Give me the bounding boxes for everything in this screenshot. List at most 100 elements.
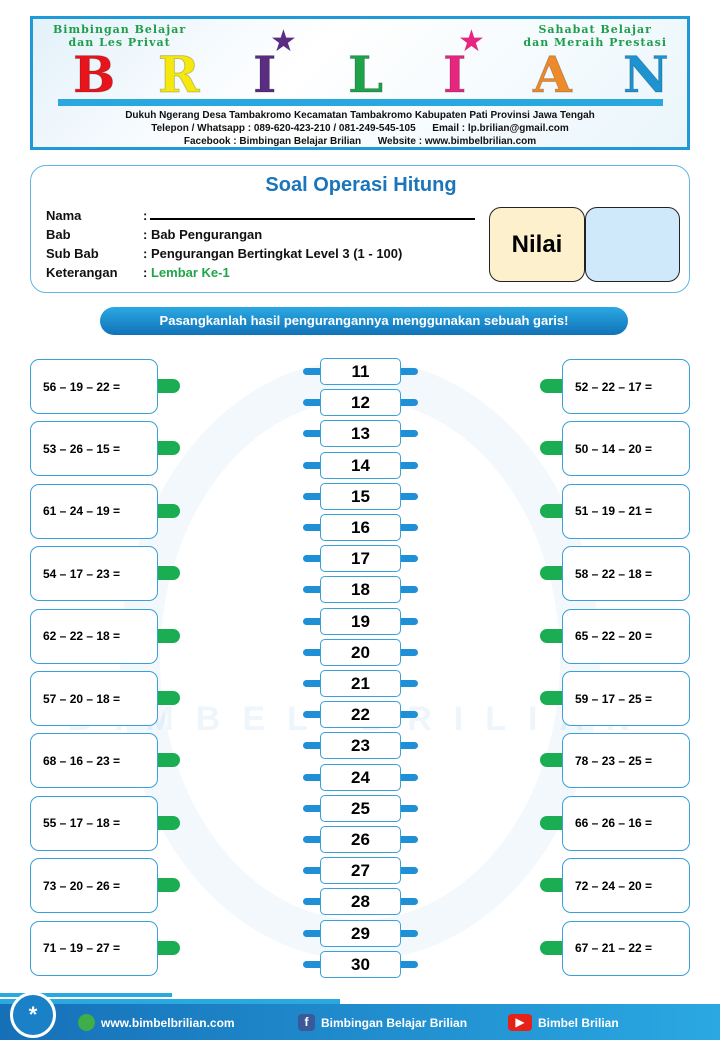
right-question-card: 72 – 24 – 20 = [562,858,690,914]
left-connector-tab[interactable] [158,503,180,518]
instruction-banner: Pasangkanlah hasil pengurangannya menggu… [100,307,628,335]
answer-box: 16 [320,514,401,541]
answer-right-connector[interactable] [401,711,418,719]
nama-input-line[interactable] [150,210,476,220]
answer-right-connector[interactable] [401,680,418,687]
answer-right-connector[interactable] [401,836,418,843]
left-question-card: 56 – 19 – 22 = [30,359,158,414]
right-connector-tab[interactable] [540,503,562,518]
answer-right-connector[interactable] [401,773,418,781]
answer-left-connector[interactable] [303,929,320,937]
brilian-logo: B R I L I A N ★ ★ [63,27,669,104]
left-connector-tab[interactable] [158,878,180,893]
footer-website[interactable]: www.bimbelbrilian.com [78,1014,235,1031]
left-connector-tab[interactable] [158,815,180,830]
answer-left-connector[interactable] [303,680,320,687]
answer-right-connector[interactable] [401,399,418,407]
tagline-right-2: dan Meraih Prestasi [523,36,667,49]
answer-left-connector[interactable] [303,399,320,407]
answer-box: 11 [320,358,401,385]
youtube-text: Bimbel Brilian [538,1015,619,1030]
answer-left-connector[interactable] [303,648,320,656]
phone-email: Telepon / Whatsapp : 089-620-423-210 / 0… [151,123,569,134]
footer [0,1004,720,1040]
left-connector-tab[interactable] [158,753,180,768]
right-question-card: 52 – 22 – 17 = [562,359,690,414]
answer-box: 28 [320,888,401,916]
star-icon: ★ [270,25,297,58]
keterangan-row: Keterangan: Lembar Ke-1 [46,265,230,280]
answer-box: 27 [320,857,401,885]
right-connector-tab[interactable] [540,878,562,893]
right-connector-tab[interactable] [540,691,562,705]
answer-left-connector[interactable] [303,524,320,531]
right-connector-tab[interactable] [540,628,562,643]
right-connector-tab[interactable] [540,940,562,955]
answer-right-connector[interactable] [401,430,418,438]
score-box[interactable] [585,207,680,282]
right-connector-tab[interactable] [540,815,562,830]
logo-letter: I [442,45,467,104]
answer-box: 20 [320,638,401,666]
left-connector-tab[interactable] [158,940,180,955]
answer-left-connector[interactable] [303,461,320,469]
answer-right-connector[interactable] [401,960,418,968]
footer-youtube[interactable]: ▶ Bimbel Brilian [508,1014,619,1031]
answer-left-connector[interactable] [303,742,320,750]
answer-left-connector[interactable] [303,867,320,875]
answer-box: 13 [320,420,401,448]
answer-left-connector[interactable] [303,773,320,781]
tagline-right-1: Sahabat Belajar [538,23,652,36]
answer-right-connector[interactable] [401,555,418,563]
left-connector-tab[interactable] [158,441,180,456]
footer-stripe [0,993,172,997]
answer-left-connector[interactable] [303,711,320,719]
left-question-card: 73 – 20 – 26 = [30,858,158,914]
answer-right-connector[interactable] [401,368,418,375]
right-connector-tab[interactable] [540,441,562,456]
answer-box: 18 [320,576,401,604]
left-connector-tab[interactable] [158,691,180,705]
answer-left-connector[interactable] [303,555,320,563]
answer-right-connector[interactable] [401,524,418,531]
footer-facebook[interactable]: f Bimbingan Belajar Brilian [298,1014,467,1031]
answer-right-connector[interactable] [401,648,418,656]
right-connector-tab[interactable] [540,566,562,581]
answer-right-connector[interactable] [401,586,418,594]
answer-right-connector[interactable] [401,867,418,875]
left-connector-tab[interactable] [158,628,180,643]
answer-left-connector[interactable] [303,368,320,375]
answer-right-connector[interactable] [401,898,418,906]
right-question-card: 78 – 23 – 25 = [562,733,690,789]
subbab-row: Sub Bab: Pengurangan Bertingkat Level 3 … [46,246,402,261]
answer-box: 26 [320,826,401,853]
banner-divider [58,99,663,106]
answer-left-connector[interactable] [303,617,320,625]
answer-left-connector[interactable] [303,804,320,812]
answer-right-connector[interactable] [401,742,418,750]
answer-right-connector[interactable] [401,929,418,937]
answer-left-connector[interactable] [303,586,320,594]
contact-block: Dukuh Ngerang Desa Tambakromo Kecamatan … [33,109,687,148]
youtube-icon: ▶ [508,1014,532,1031]
left-connector-tab[interactable] [158,566,180,581]
answer-left-connector[interactable] [303,836,320,843]
answer-left-connector[interactable] [303,898,320,906]
left-connector-tab[interactable] [158,379,180,393]
answer-left-connector[interactable] [303,492,320,500]
answer-left-connector[interactable] [303,430,320,438]
left-question-card: 71 – 19 – 27 = [30,920,158,976]
left-question-card: 61 – 24 – 19 = [30,483,158,539]
right-connector-tab[interactable] [540,379,562,393]
answer-right-connector[interactable] [401,617,418,625]
tagline-left-2: dan Les Privat [68,36,171,49]
footer-stripe [0,999,340,1004]
answer-box: 25 [320,794,401,822]
right-connector-tab[interactable] [540,753,562,768]
globe-icon [78,1014,95,1031]
answer-right-connector[interactable] [401,804,418,812]
answer-left-connector[interactable] [303,960,320,968]
keterangan-value: Lembar Ke-1 [150,265,230,280]
answer-right-connector[interactable] [401,492,418,500]
answer-right-connector[interactable] [401,461,418,469]
